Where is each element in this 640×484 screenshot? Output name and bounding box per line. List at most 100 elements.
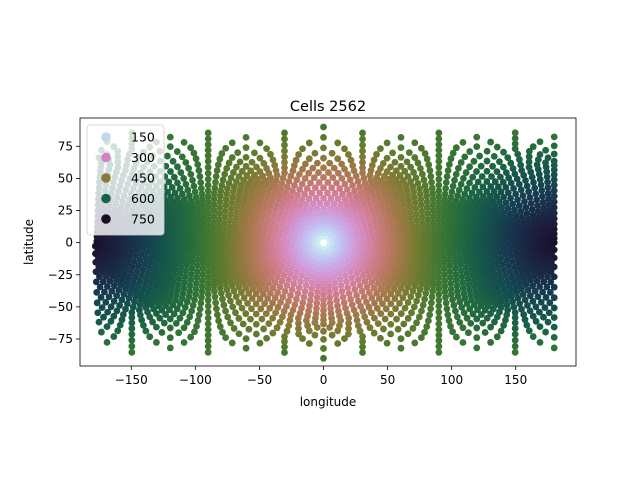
data-point: [497, 254, 505, 262]
data-point: [410, 169, 417, 176]
data-point: [168, 184, 176, 191]
data-point: [257, 195, 265, 203]
data-point: [273, 200, 280, 208]
data-point: [256, 154, 264, 162]
data-point: [435, 158, 443, 165]
data-point: [490, 268, 497, 276]
data-point: [359, 349, 366, 356]
data-point: [447, 194, 455, 201]
data-point: [517, 208, 525, 215]
data-point: [529, 267, 536, 275]
data-point: [360, 174, 368, 182]
data-point: [108, 287, 116, 295]
data-point: [359, 153, 366, 161]
data-point: [283, 282, 291, 289]
data-point: [368, 263, 376, 271]
data-point: [362, 262, 370, 269]
data-point: [182, 267, 190, 275]
data-point: [286, 213, 294, 221]
data-point: [540, 313, 547, 321]
data-point: [541, 304, 549, 312]
data-point: [327, 194, 335, 202]
data-point: [325, 271, 333, 279]
data-point: [497, 275, 505, 283]
data-point: [494, 183, 502, 191]
data-point: [309, 164, 317, 172]
data-point: [237, 218, 245, 226]
data-point: [199, 271, 206, 279]
data-point: [387, 330, 395, 338]
data-point: [267, 223, 274, 231]
data-point: [204, 268, 212, 276]
data-point: [198, 277, 206, 285]
data-point: [168, 282, 176, 290]
data-point: [417, 201, 425, 209]
data-point: [550, 133, 558, 141]
data-point: [302, 200, 310, 208]
data-point: [456, 255, 464, 263]
data-point: [107, 303, 115, 311]
data-point: [502, 183, 510, 191]
data-point: [204, 331, 212, 339]
data-point: [545, 195, 552, 203]
data-point: [100, 313, 107, 321]
data-point: [290, 253, 298, 261]
data-point: [464, 329, 472, 337]
data-point: [297, 278, 304, 286]
data-point: [217, 290, 225, 297]
data-point: [528, 206, 536, 213]
data-point: [166, 315, 174, 323]
data-point: [265, 279, 273, 287]
data-point: [132, 292, 139, 300]
data-point: [277, 226, 285, 234]
data-point: [467, 260, 475, 268]
data-point: [110, 282, 118, 290]
data-point: [394, 325, 402, 333]
data-point: [411, 193, 418, 201]
data-point: [359, 129, 366, 137]
data-point: [550, 171, 558, 179]
data-point: [305, 307, 312, 315]
data-point: [364, 267, 372, 275]
data-point: [293, 268, 300, 276]
data-point: [473, 262, 481, 270]
data-point: [274, 289, 282, 296]
data-point: [188, 202, 196, 210]
data-point: [511, 342, 519, 350]
data-point: [257, 305, 265, 313]
data-point: [177, 257, 185, 265]
data-point: [269, 329, 277, 337]
data-point: [534, 156, 542, 163]
data-point: [194, 250, 202, 257]
data-point: [503, 301, 511, 309]
data-point: [401, 304, 409, 312]
data-point: [416, 165, 424, 172]
data-point: [509, 298, 516, 306]
data-point: [430, 231, 438, 238]
data-point: [192, 280, 200, 287]
data-point: [286, 270, 294, 278]
data-point: [240, 294, 248, 302]
data-point: [134, 262, 142, 270]
data-point: [252, 217, 260, 225]
data-point: [274, 303, 282, 311]
data-point: [525, 158, 533, 166]
data-point: [118, 296, 126, 304]
data-point: [497, 173, 504, 181]
data-point: [276, 210, 283, 218]
data-point: [162, 311, 170, 318]
data-point: [235, 283, 243, 291]
data-point: [532, 317, 540, 325]
data-point: [221, 213, 229, 221]
data-point: [142, 293, 150, 301]
data-point: [361, 220, 368, 228]
data-point: [493, 258, 501, 266]
data-point: [153, 323, 160, 331]
data-point: [189, 208, 196, 215]
data-point: [216, 198, 224, 206]
data-point: [166, 133, 174, 141]
data-point: [510, 242, 518, 249]
data-point: [512, 212, 520, 220]
data-point: [187, 197, 195, 205]
